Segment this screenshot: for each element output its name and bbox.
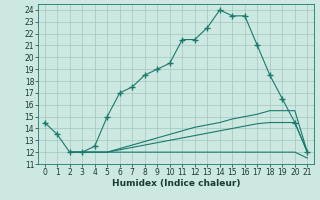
X-axis label: Humidex (Indice chaleur): Humidex (Indice chaleur)	[112, 179, 240, 188]
